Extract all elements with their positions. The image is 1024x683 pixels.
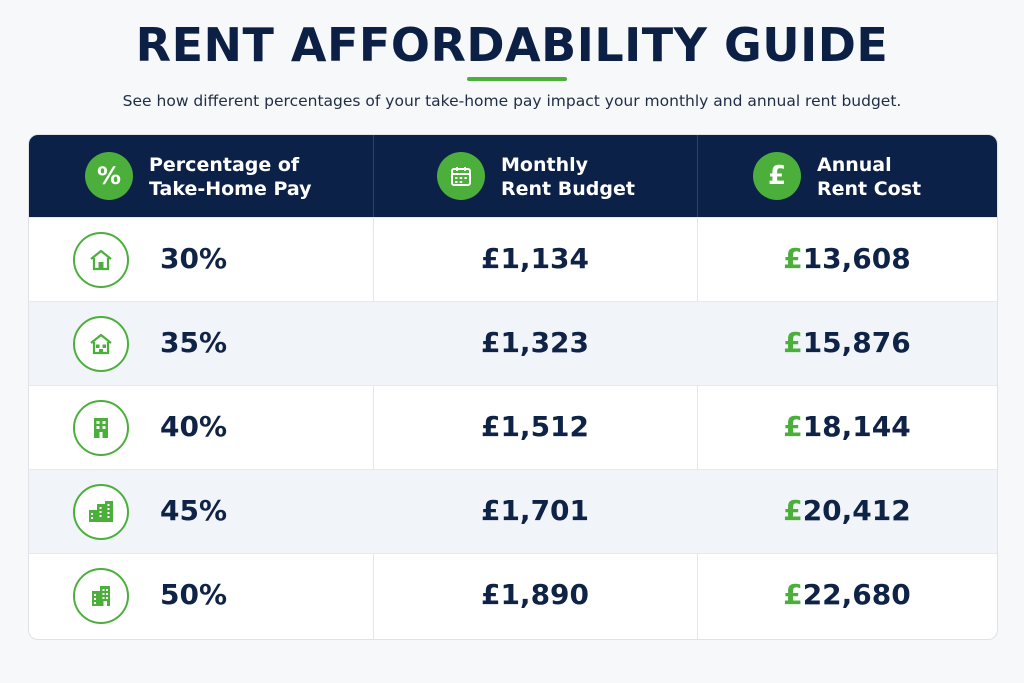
header-annual-line2: Rent Cost [817,178,922,200]
header-percentage-label: Percentage of Take-Home Pay [149,153,312,201]
currency-symbol: £ [783,494,803,527]
percentage-value: 30% [160,242,228,275]
annual-amount: 15,876 [802,326,911,359]
annual-amount: 18,144 [802,410,911,443]
header-annual: £ Annual Rent Cost [697,135,997,217]
header-percentage-line2: Take-Home Pay [149,178,312,200]
annual-cost-value: £15,876 [697,326,997,359]
header-divider [373,135,374,217]
table-row: 40% £1,512 £18,144 [29,385,997,470]
header-monthly: Monthly Rent Budget [373,135,697,217]
house-icon [73,316,129,372]
header-divider [697,135,698,217]
column-divider [697,217,698,639]
table-row: 50% £1,890 £22,680 [29,553,997,638]
monthly-budget-value: £1,701 [480,494,590,527]
table-row: 35% £1,323 £15,876 [29,301,997,386]
header-monthly-line2: Rent Budget [501,178,635,200]
annual-cost-value: £20,412 [697,494,997,527]
currency-symbol: £ [783,410,803,443]
rent-table: % Percentage of Take-Home Pay [28,134,998,640]
currency-symbol: £ [783,578,803,611]
table-header: % Percentage of Take-Home Pay [29,135,997,217]
title-underline [467,77,567,81]
page-subtitle: See how different percentages of your ta… [122,92,902,110]
percentage-value: 35% [160,326,228,359]
currency-symbol: £ [783,242,803,275]
percentage-value: 45% [160,494,228,527]
annual-amount: 13,608 [802,242,911,275]
currency-symbol: £ [783,326,803,359]
header-annual-line1: Annual [817,154,892,176]
monthly-budget-value: £1,323 [480,326,590,359]
column-divider [373,217,374,639]
header-annual-label: Annual Rent Cost [817,153,921,201]
header-percentage-line1: Percentage of [149,154,300,176]
city-buildings-icon [73,484,129,540]
pound-icon: £ [753,152,801,200]
header-monthly-label: Monthly Rent Budget [501,153,635,201]
annual-cost-value: £13,608 [697,242,997,275]
annual-cost-value: £18,144 [697,410,997,443]
percent-icon: % [85,152,133,200]
table-row: 30% £1,134 £13,608 [29,217,997,302]
house-icon [73,232,129,288]
annual-cost-value: £22,680 [697,578,997,611]
percentage-value: 40% [160,410,228,443]
monthly-budget-value: £1,134 [480,242,590,275]
monthly-budget-value: £1,890 [480,578,590,611]
tower-building-icon [73,568,129,624]
annual-amount: 20,412 [802,494,911,527]
monthly-budget-value: £1,512 [480,410,590,443]
page-title: RENT AFFORDABILITY GUIDE [135,18,889,72]
percentage-value: 50% [160,578,228,611]
calendar-icon [437,152,485,200]
header-monthly-line1: Monthly [501,154,588,176]
table-row: 45% £1,701 £20,412 [29,469,997,554]
building-icon [73,400,129,456]
header-percentage: % Percentage of Take-Home Pay [29,135,373,217]
annual-amount: 22,680 [802,578,911,611]
